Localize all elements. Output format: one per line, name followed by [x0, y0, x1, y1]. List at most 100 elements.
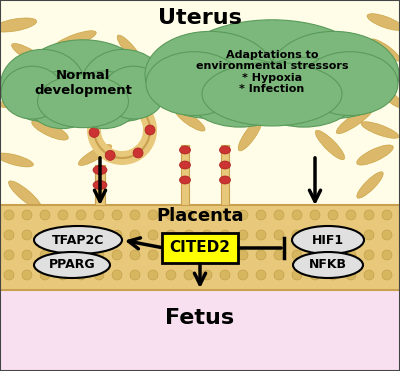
Circle shape [166, 210, 176, 220]
Ellipse shape [81, 49, 166, 121]
Circle shape [148, 250, 158, 260]
Circle shape [94, 230, 104, 240]
Ellipse shape [307, 72, 333, 108]
Text: Placenta: Placenta [156, 207, 244, 225]
Circle shape [364, 270, 374, 280]
Circle shape [112, 230, 122, 240]
Circle shape [166, 270, 176, 280]
Ellipse shape [145, 32, 275, 118]
Ellipse shape [302, 52, 398, 115]
Circle shape [112, 250, 122, 260]
Ellipse shape [68, 71, 140, 129]
Circle shape [328, 250, 338, 260]
Circle shape [4, 230, 14, 240]
Circle shape [256, 210, 266, 220]
Ellipse shape [78, 145, 112, 165]
Circle shape [58, 250, 68, 260]
Ellipse shape [185, 58, 295, 127]
Circle shape [40, 270, 50, 280]
Circle shape [382, 210, 392, 220]
Bar [0, 290, 400, 371]
Circle shape [94, 210, 104, 220]
Circle shape [40, 230, 50, 240]
Circle shape [76, 230, 86, 240]
Circle shape [292, 250, 302, 260]
Circle shape [310, 210, 320, 220]
Circle shape [382, 270, 392, 280]
Ellipse shape [154, 51, 186, 79]
Circle shape [364, 230, 374, 240]
Circle shape [4, 270, 14, 280]
FancyBboxPatch shape [162, 233, 238, 263]
Ellipse shape [38, 75, 128, 128]
Polygon shape [181, 145, 189, 205]
Ellipse shape [367, 14, 400, 30]
Ellipse shape [8, 181, 42, 209]
Text: Fetus: Fetus [166, 308, 234, 328]
Ellipse shape [220, 161, 230, 169]
Ellipse shape [54, 31, 96, 49]
Ellipse shape [180, 146, 190, 154]
Circle shape [346, 230, 356, 240]
Ellipse shape [370, 39, 400, 61]
Ellipse shape [220, 176, 230, 184]
Circle shape [58, 270, 68, 280]
Text: Adaptations to
environmental stressors
* Hypoxia
* Infection: Adaptations to environmental stressors *… [196, 50, 348, 94]
Circle shape [40, 210, 50, 220]
Ellipse shape [238, 119, 262, 151]
Ellipse shape [26, 71, 98, 129]
Circle shape [292, 210, 302, 220]
Circle shape [133, 148, 143, 158]
Circle shape [310, 270, 320, 280]
Circle shape [310, 230, 320, 240]
Ellipse shape [286, 36, 324, 48]
Ellipse shape [0, 92, 40, 108]
Circle shape [238, 230, 248, 240]
Circle shape [22, 270, 32, 280]
Circle shape [202, 210, 212, 220]
Ellipse shape [102, 66, 165, 119]
Circle shape [4, 210, 14, 220]
Circle shape [238, 270, 248, 280]
Circle shape [94, 270, 104, 280]
Circle shape [328, 230, 338, 240]
Circle shape [220, 250, 230, 260]
Circle shape [274, 250, 284, 260]
Ellipse shape [34, 252, 110, 278]
Circle shape [148, 270, 158, 280]
Circle shape [328, 270, 338, 280]
Circle shape [274, 270, 284, 280]
Ellipse shape [220, 146, 230, 154]
Ellipse shape [249, 58, 359, 127]
Circle shape [76, 210, 86, 220]
Ellipse shape [93, 181, 107, 190]
Ellipse shape [0, 18, 37, 32]
Circle shape [256, 250, 266, 260]
Circle shape [328, 210, 338, 220]
Circle shape [346, 210, 356, 220]
Circle shape [40, 250, 50, 260]
Ellipse shape [180, 176, 190, 184]
Circle shape [58, 210, 68, 220]
Ellipse shape [34, 226, 122, 254]
Circle shape [382, 250, 392, 260]
Ellipse shape [373, 82, 400, 108]
Circle shape [184, 230, 194, 240]
Circle shape [58, 230, 68, 240]
Circle shape [130, 230, 140, 240]
Circle shape [274, 230, 284, 240]
Ellipse shape [315, 130, 345, 160]
Circle shape [202, 270, 212, 280]
Circle shape [184, 210, 194, 220]
Text: HIF1: HIF1 [312, 233, 344, 246]
Circle shape [184, 270, 194, 280]
Ellipse shape [0, 153, 33, 167]
Circle shape [220, 270, 230, 280]
Circle shape [76, 250, 86, 260]
Circle shape [202, 230, 212, 240]
Text: TFAP2C: TFAP2C [52, 233, 104, 246]
Circle shape [346, 270, 356, 280]
Ellipse shape [293, 252, 363, 278]
Circle shape [292, 230, 302, 240]
Circle shape [148, 230, 158, 240]
